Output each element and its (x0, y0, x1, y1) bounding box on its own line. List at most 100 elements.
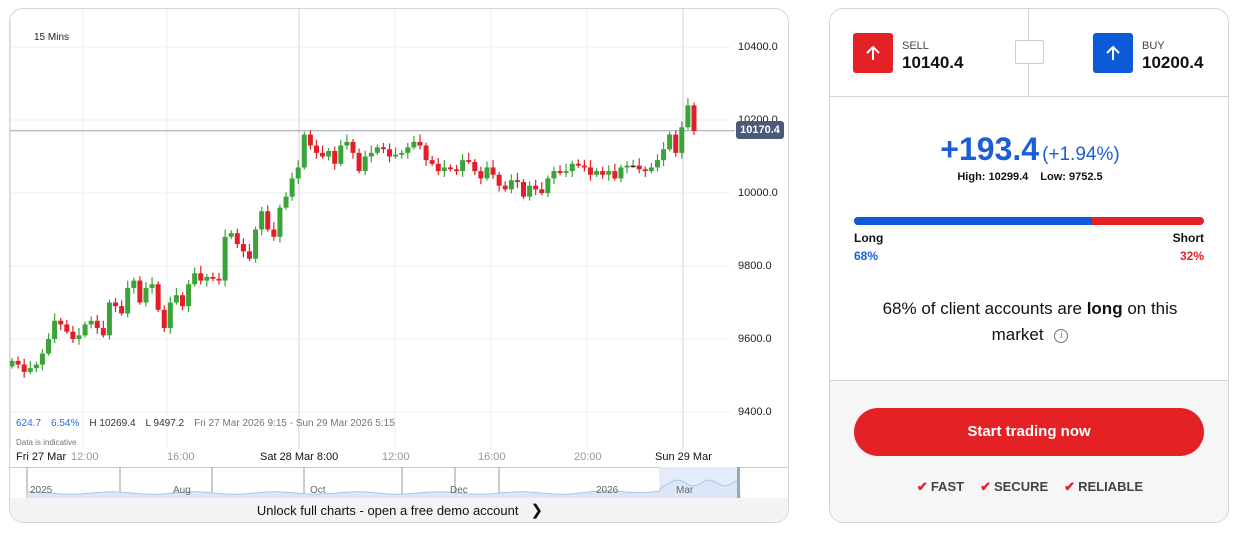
candle (612, 163, 618, 181)
short-pct: 32% (1179, 249, 1204, 263)
buy-button[interactable] (1093, 33, 1133, 73)
candle (173, 287, 179, 305)
candle-body (630, 165, 636, 168)
sentiment-sentence: 68% of client accounts are long on this … (860, 296, 1200, 348)
navigator-series (26, 479, 741, 499)
candle-body (271, 229, 277, 237)
candle (441, 160, 447, 177)
candle (618, 164, 624, 183)
chart-navigator[interactable] (10, 467, 789, 499)
candle-body (326, 151, 332, 157)
chart-stats: 624.7 6.54% H 10269.4 L 9497.2 Fri 27 Mar 20… (16, 418, 405, 429)
candle-body (478, 171, 484, 179)
navigator-label: Oct (310, 485, 326, 496)
candle-body (466, 160, 472, 162)
current-price-tag: 10170.4 (736, 121, 784, 139)
x-tick-label: 16:00 (478, 451, 506, 463)
candle (198, 266, 204, 285)
candle (46, 333, 52, 356)
buy-section[interactable]: BUY 10200.4 (1070, 9, 1228, 97)
candle (332, 146, 338, 170)
unlock-charts-link[interactable]: Unlock full charts - open a free demo ac… (10, 498, 788, 522)
candle-body (648, 167, 654, 172)
candle-body (228, 233, 234, 237)
sentence-text: 68% of client accounts are (882, 299, 1087, 318)
candle-body (222, 236, 228, 281)
candle (161, 305, 167, 333)
candle-body (642, 169, 648, 172)
candle (587, 160, 593, 181)
x-tick-label: Fri 27 Mar (16, 451, 67, 463)
candle-body (234, 233, 240, 245)
candle-body (33, 364, 39, 369)
candle (600, 166, 606, 179)
interval-label[interactable]: 15 Mins (34, 32, 70, 43)
candle (125, 280, 131, 318)
cta-section: Start trading now ✔ FAST ✔ SECURE ✔ RELIABLE (830, 380, 1228, 522)
candle-body (502, 185, 508, 190)
x-tick-label: 12:00 (382, 451, 410, 463)
candle (521, 179, 526, 199)
candle-body (545, 178, 551, 193)
candle (277, 204, 283, 243)
candle (411, 136, 417, 150)
navigator-label: Dec (450, 485, 468, 496)
candle-body (155, 284, 161, 310)
candle (514, 172, 520, 188)
check-icon: ✔ (916, 479, 928, 494)
daily-change: +193.4 (+1.94%) (830, 131, 1228, 168)
price-chart[interactable] (10, 9, 789, 469)
candle (52, 313, 58, 344)
candle (502, 181, 508, 192)
candle-body (691, 105, 697, 131)
start-trading-button[interactable]: Start trading now (854, 408, 1204, 456)
candle (472, 159, 478, 176)
candle-body (679, 127, 685, 153)
candle-body (320, 152, 326, 157)
candle (624, 161, 630, 174)
candle (356, 148, 362, 174)
candle (320, 145, 326, 159)
candle-body (265, 211, 271, 230)
candle-body (27, 368, 33, 372)
sell-section[interactable]: SELL 10140.4 (830, 9, 1030, 97)
candle-body (594, 171, 600, 175)
high-low: High: 10299.4 Low: 9752.5 (830, 171, 1228, 183)
candle (575, 159, 581, 168)
candle (466, 152, 472, 165)
candle-body (204, 276, 210, 281)
x-tick-label: 12:00 (71, 451, 99, 463)
candle (648, 163, 654, 174)
short-label: Short (1172, 231, 1204, 245)
candle (636, 158, 642, 174)
candle-body (131, 280, 137, 288)
chart-panel: 15 Mins 10400.0 10200.0 10000.0 9800.0 9600.… (9, 8, 789, 523)
candle (180, 292, 185, 311)
candle (94, 314, 100, 334)
candle-body (289, 178, 295, 197)
candle (405, 142, 411, 159)
sentence-text: on this market (991, 299, 1178, 344)
navigator-handle[interactable] (737, 467, 740, 499)
change-points: +193.4 (940, 131, 1040, 167)
trade-panel: SELL 10140.4 BUY 10200.4 +193.4 (+1.94%) … (829, 8, 1229, 523)
candle-body (82, 324, 88, 336)
candle-body (429, 160, 435, 164)
candle (435, 157, 441, 176)
candle-body (490, 167, 496, 175)
info-icon[interactable]: i (1054, 329, 1069, 343)
sentence-bold: long (1086, 299, 1123, 318)
candle-body (344, 141, 350, 146)
check-icon: ✔ (980, 479, 991, 494)
sell-button[interactable] (853, 33, 893, 73)
candle (685, 98, 691, 130)
date-range: Fri 27 Mar 2026 9:15 - Sun 29 Mar 2026 5… (194, 418, 395, 429)
candle-body (125, 287, 131, 314)
candle (642, 166, 648, 177)
candle-body (374, 147, 380, 153)
candle-body (46, 339, 52, 354)
candle (429, 155, 435, 166)
candle-body (64, 324, 70, 332)
spread-toggle[interactable] (1015, 40, 1044, 64)
candle-body (143, 287, 149, 303)
